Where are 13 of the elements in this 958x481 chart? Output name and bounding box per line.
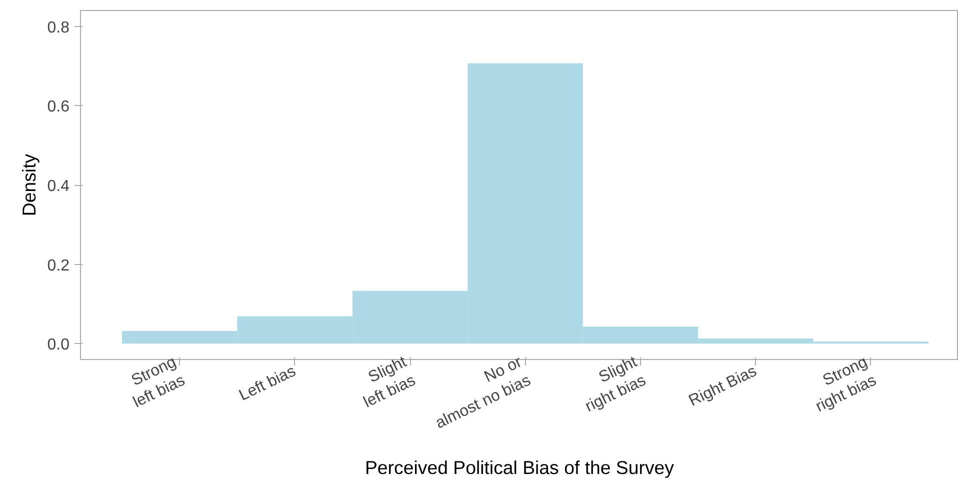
- y-tick-label: 0.0: [47, 336, 70, 354]
- x-tick-label: Strong right bias: [813, 354, 880, 416]
- y-tick-label: 0.2: [47, 257, 70, 274]
- y-tick-label: 0.6: [47, 98, 70, 116]
- x-tick-label: Slight right bias: [582, 353, 649, 416]
- x-tick-label: Strong left bias: [129, 354, 188, 412]
- x-tick-label: Slight left bias: [361, 353, 418, 412]
- y-tick-label: 0.8: [47, 19, 70, 36]
- x-axis-title: Perceived Political Bias of the Survey: [364, 457, 675, 478]
- x-tick-label: Left bias: [236, 362, 299, 404]
- y-tick-label: 0.4: [47, 178, 70, 195]
- y-axis-title: Density: [18, 153, 40, 216]
- x-tick-label: Right Bias: [686, 362, 760, 410]
